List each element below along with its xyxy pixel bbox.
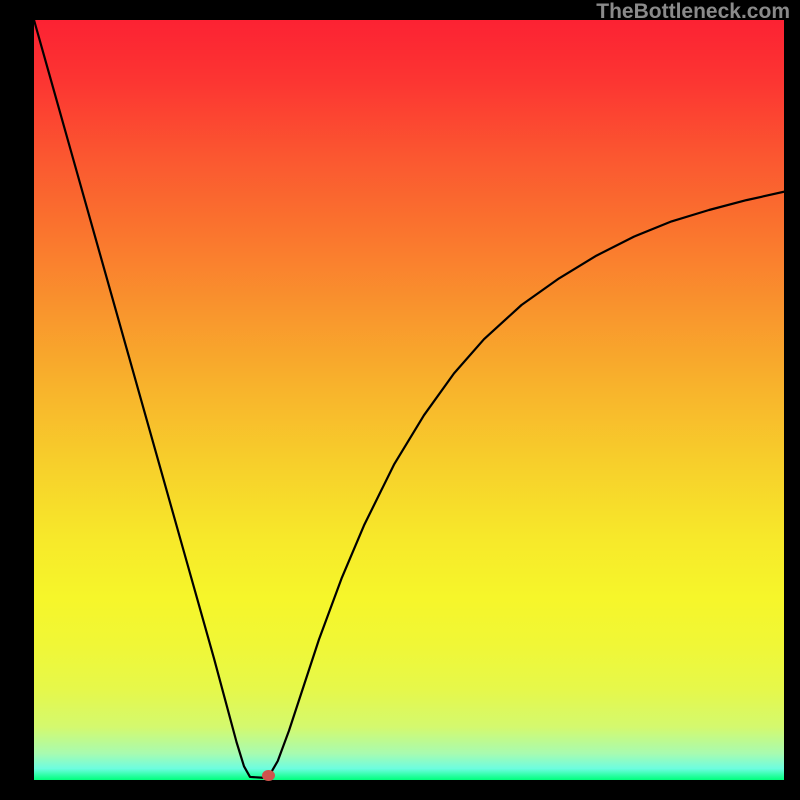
optimum-marker-icon: [262, 770, 275, 781]
watermark-label: TheBottleneck.com: [596, 0, 790, 24]
chart-container: TheBottleneck.com: [0, 0, 800, 800]
plot-area: [34, 20, 784, 780]
gradient-background: [34, 20, 784, 780]
